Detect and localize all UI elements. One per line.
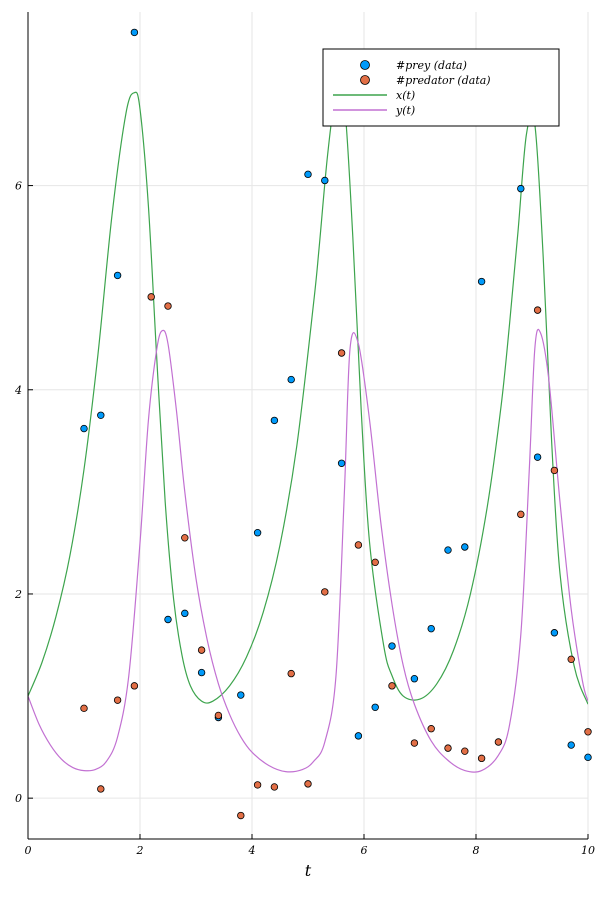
- legend-label-y-t: y(t): [395, 104, 415, 117]
- point-predator-data: [97, 785, 105, 793]
- y-tick-label: 6: [15, 180, 22, 193]
- point-predator-data: [253, 781, 262, 789]
- point-predator-data: [164, 302, 172, 310]
- point-predator-data: [567, 655, 575, 664]
- point-predator-data: [130, 682, 139, 690]
- point-prey-data: [427, 624, 435, 633]
- axes: [27, 12, 589, 840]
- series-lines: [28, 86, 588, 773]
- x-tick-label: 4: [248, 844, 256, 857]
- grid-lines: [27, 12, 589, 839]
- data-points: [80, 28, 592, 820]
- point-prey-data: [237, 691, 245, 699]
- point-prey-data: [164, 615, 172, 624]
- x-tick-label: 2: [136, 844, 144, 857]
- x-tick-label: 6: [361, 844, 368, 857]
- point-prey-data: [517, 184, 525, 193]
- point-predator-data: [113, 696, 122, 704]
- legend-label-x-t: x(t): [396, 89, 415, 102]
- point-prey-data: [130, 28, 139, 37]
- point-predator-data: [410, 739, 419, 747]
- point-predator-data: [550, 466, 559, 475]
- point-predator-data: [304, 780, 312, 788]
- point-predator-data: [80, 704, 88, 713]
- point-prey-data: [371, 703, 379, 711]
- point-prey-data: [567, 741, 575, 749]
- point-prey-data: [477, 277, 486, 286]
- legend: #prey (data) #predator (data) x(t) y(t): [322, 48, 560, 127]
- point-predator-data: [321, 588, 329, 596]
- point-prey-data: [270, 416, 279, 425]
- point-predator-data: [533, 306, 542, 314]
- point-predator-data: [214, 711, 223, 720]
- point-predator-data: [237, 811, 245, 820]
- point-predator-data: [494, 738, 503, 746]
- x-tick-label: 10: [581, 844, 595, 857]
- point-prey-data: [550, 629, 559, 637]
- point-prey-data: [97, 411, 105, 419]
- point-predator-data: [371, 558, 379, 567]
- point-prey-data: [461, 543, 469, 551]
- point-predator-data: [427, 725, 435, 733]
- point-prey-data: [80, 424, 88, 433]
- y-tick-label: 0: [15, 792, 22, 805]
- point-predator-data: [444, 744, 452, 752]
- point-prey-data: [197, 668, 206, 677]
- point-prey-data: [388, 642, 396, 650]
- point-predator-data: [287, 669, 295, 678]
- y-tick-label: 4: [14, 384, 22, 397]
- point-prey-data: [444, 546, 452, 554]
- point-prey-data: [253, 529, 262, 537]
- series-line-y-t: [28, 328, 588, 773]
- point-predator-data: [181, 534, 189, 542]
- point-predator-data: [354, 541, 363, 549]
- tick-labels: 0 2 4 6 8 10 0 2 4 6: [14, 180, 595, 857]
- x-tick-label: 8: [473, 844, 480, 857]
- legend-label-prey-data: #prey (data): [396, 59, 467, 72]
- point-predator-data: [477, 754, 486, 763]
- point-prey-data: [354, 732, 363, 740]
- point-prey-data: [321, 176, 329, 185]
- point-predator-data: [584, 728, 592, 736]
- point-prey-data: [304, 170, 312, 179]
- point-prey-data: [410, 675, 419, 683]
- point-predator-data: [270, 783, 279, 791]
- y-tick-label: 2: [14, 588, 22, 601]
- point-prey-data: [337, 459, 346, 467]
- x-axis-label: t: [305, 861, 312, 880]
- point-predator-data: [197, 646, 206, 654]
- point-predator-data: [147, 293, 155, 301]
- legend-marker-prey-data: [360, 60, 370, 70]
- point-predator-data: [337, 349, 346, 357]
- series-line-x-t: [28, 86, 588, 705]
- legend-marker-predator-data: [360, 75, 370, 85]
- point-prey-data: [533, 453, 542, 461]
- point-prey-data: [113, 271, 122, 280]
- point-prey-data: [584, 753, 592, 762]
- point-predator-data: [388, 682, 396, 690]
- x-tick-label: 0: [25, 844, 32, 857]
- point-predator-data: [461, 747, 469, 755]
- point-prey-data: [287, 375, 295, 384]
- point-prey-data: [181, 609, 189, 618]
- point-predator-data: [517, 510, 525, 519]
- legend-label-predator-data: #predator (data): [396, 74, 491, 87]
